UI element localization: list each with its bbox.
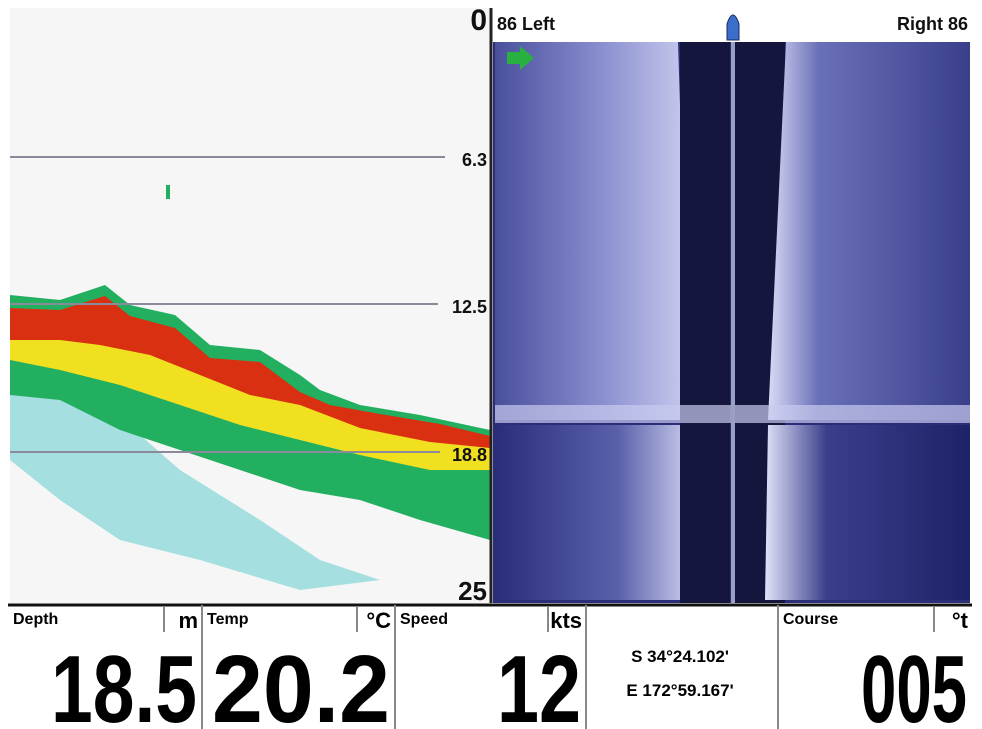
depth-label: 6.3 — [462, 150, 487, 170]
readout-label: Temp — [207, 611, 249, 628]
readout-label: Depth — [13, 611, 58, 628]
latitude: S 34°24.102' — [631, 647, 729, 666]
readout-label: Speed — [400, 611, 448, 628]
scan-left-lower — [495, 425, 700, 600]
fish-mark — [166, 185, 170, 199]
readout-value: 005 — [861, 636, 967, 729]
depth-label: 25 — [458, 576, 487, 606]
dynamic-layer: 0 6.3 12.5 18.8 25 86 Left Right 86 Depth m 18.5 T… — [13, 4, 969, 729]
sonar-view — [10, 8, 490, 603]
readout-label: Course — [783, 611, 838, 628]
readout-value: 12 — [497, 636, 581, 729]
readout-unit: m — [178, 608, 198, 633]
readout-unit: kts — [550, 608, 582, 633]
depth-label: 0 — [470, 4, 487, 37]
side-scan-view — [493, 8, 970, 603]
center-line — [731, 42, 735, 603]
water-column — [680, 42, 730, 603]
scan-right — [768, 42, 970, 420]
longitude: E 172°59.167' — [626, 681, 733, 700]
depth-label: 18.8 — [452, 445, 487, 465]
boat-icon — [726, 14, 740, 41]
side-scan-right-label: Right 86 — [897, 14, 968, 34]
readout-value: 18.5 — [51, 636, 197, 729]
readout-value: 20.2 — [212, 636, 390, 729]
direction-arrow — [507, 46, 534, 70]
depth-label: 12.5 — [452, 297, 487, 317]
readout-bar: S 34°24.102' E 172°59.167' — [8, 603, 972, 729]
side-scan-left-label: 86 Left — [497, 14, 555, 34]
scan-right-lower — [765, 425, 970, 600]
sonar-red — [10, 296, 490, 448]
readout-unit: °t — [952, 608, 969, 633]
readout-unit: °C — [366, 608, 391, 633]
scan-left — [495, 42, 690, 420]
